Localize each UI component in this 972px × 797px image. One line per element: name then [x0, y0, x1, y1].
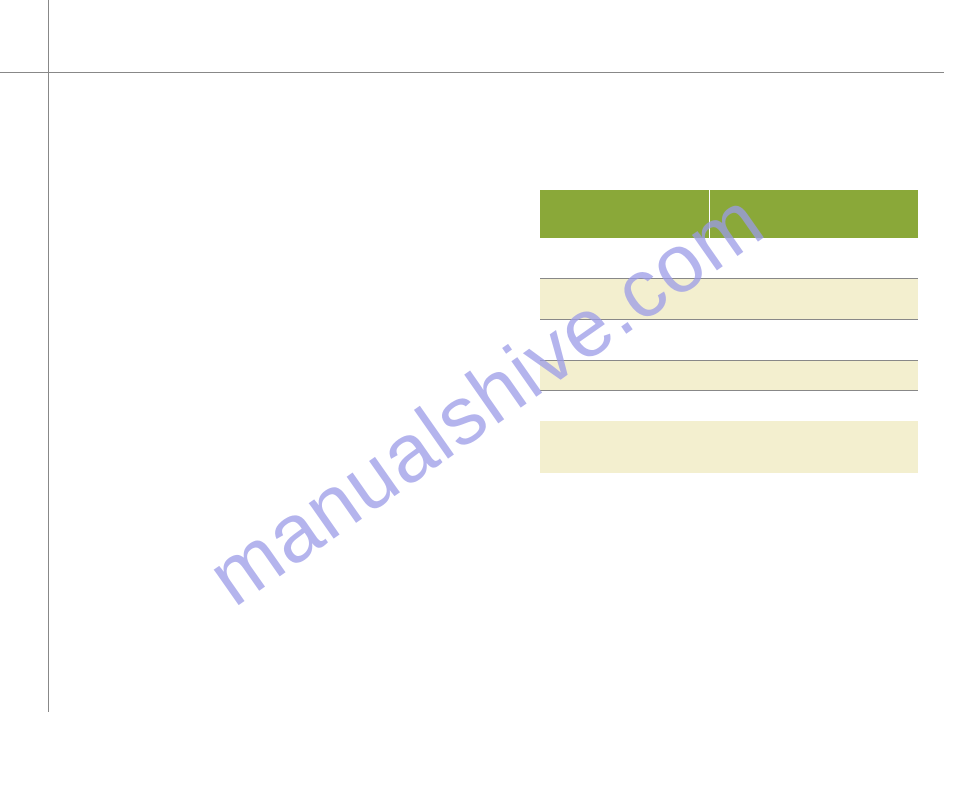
- table-row: [540, 279, 918, 320]
- table-row: [540, 320, 918, 361]
- table-row: [540, 421, 918, 473]
- table-header-cell-2: [710, 190, 918, 238]
- table-header-row: [540, 190, 918, 238]
- top-rule: [0, 72, 944, 73]
- spec-table: [540, 190, 918, 473]
- table-row: [540, 361, 918, 391]
- left-margin-rule: [48, 0, 49, 712]
- table-row: [540, 238, 918, 279]
- table-header-cell-1: [540, 190, 710, 238]
- table-gap: [540, 391, 918, 421]
